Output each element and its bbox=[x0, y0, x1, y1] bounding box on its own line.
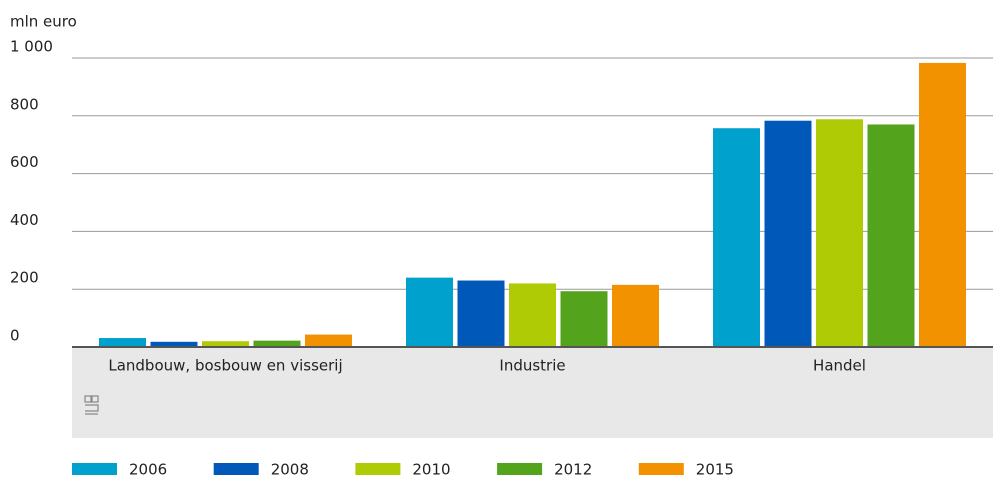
legend-swatch bbox=[497, 463, 543, 475]
y-tick-label: 600 bbox=[10, 153, 39, 171]
y-tick-label: 1 000 bbox=[10, 38, 53, 56]
bar bbox=[253, 340, 301, 347]
category-panel bbox=[72, 347, 993, 438]
bar bbox=[406, 277, 453, 347]
bar bbox=[612, 284, 659, 347]
bar bbox=[919, 62, 966, 348]
bar bbox=[764, 120, 812, 347]
x-tick-label: Handel bbox=[813, 357, 866, 375]
y-tick-label: 0 bbox=[10, 327, 20, 345]
y-tick-label: 200 bbox=[10, 269, 39, 287]
x-tick-label: Landbouw, bosbouw en visserij bbox=[108, 357, 342, 375]
legend-label: 2006 bbox=[129, 461, 167, 479]
legend-swatch bbox=[355, 463, 401, 475]
legend-label: 2010 bbox=[412, 461, 450, 479]
y-tick-label: 400 bbox=[10, 211, 39, 229]
bar bbox=[867, 124, 915, 347]
x-tick-label: Industrie bbox=[499, 357, 565, 375]
y-axis-label: mln euro bbox=[10, 13, 77, 31]
logo bbox=[84, 395, 99, 415]
legend-label: 2015 bbox=[696, 461, 734, 479]
legend-label: 2012 bbox=[554, 461, 592, 479]
legend-swatch bbox=[72, 463, 117, 475]
y-tick-label: 800 bbox=[10, 95, 39, 113]
bar bbox=[816, 119, 863, 347]
legend-swatch bbox=[638, 463, 684, 475]
bar bbox=[202, 341, 249, 347]
bar bbox=[713, 128, 760, 347]
bar bbox=[305, 334, 352, 347]
bar bbox=[509, 283, 556, 347]
bar bbox=[457, 280, 505, 347]
bar bbox=[99, 338, 146, 347]
legend-swatch bbox=[213, 463, 259, 475]
legend-label: 2008 bbox=[271, 461, 309, 479]
bar bbox=[560, 291, 608, 347]
bar bbox=[150, 341, 198, 347]
